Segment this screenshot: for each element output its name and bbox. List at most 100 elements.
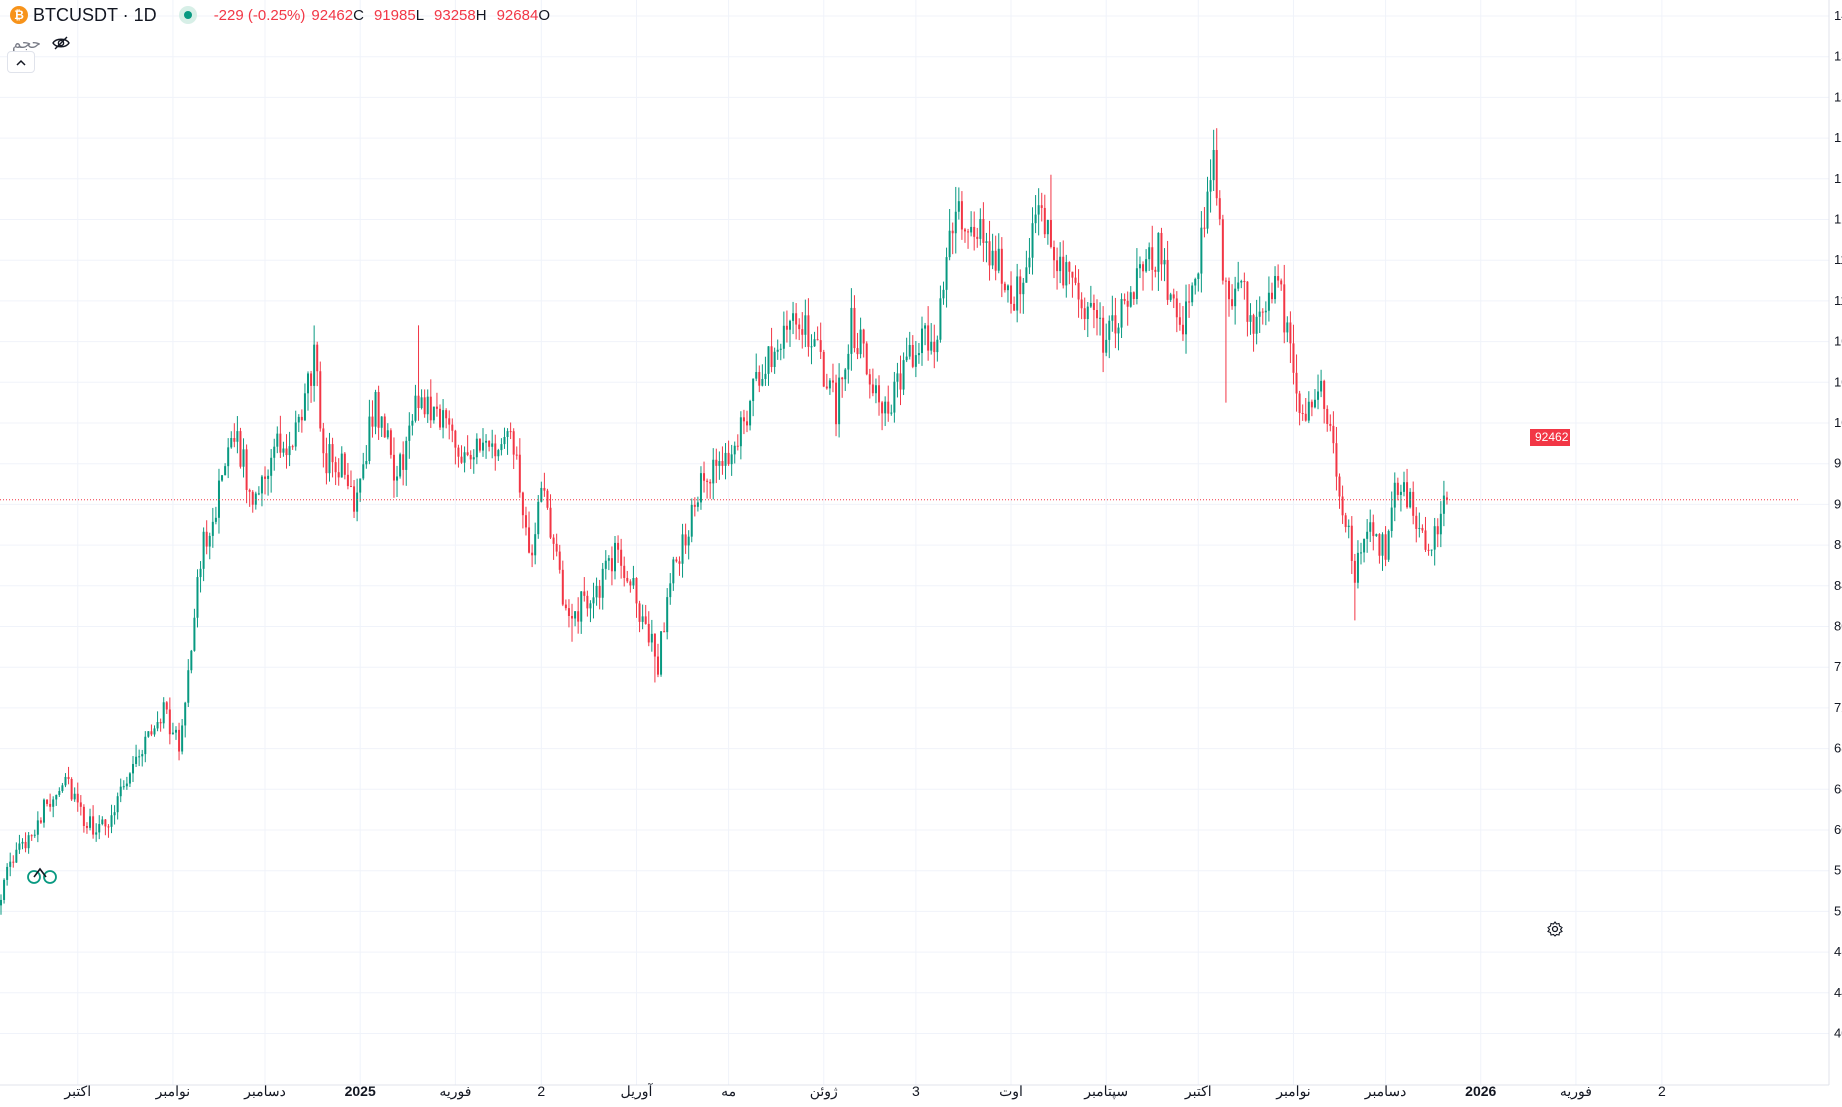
candle-body: [386, 430, 389, 438]
candle-body: [770, 346, 773, 368]
candle-body: [991, 250, 994, 266]
candle-body: [1326, 408, 1329, 424]
candle-body: [1034, 214, 1037, 224]
candle-body: [1320, 380, 1323, 392]
candle: [1375, 533, 1378, 537]
candle-body: [9, 861, 12, 867]
candle-body: [831, 380, 834, 383]
candle-body: [270, 457, 273, 476]
candle-body: [1237, 282, 1240, 289]
candle: [165, 701, 168, 714]
candle: [881, 400, 884, 431]
candle: [1396, 477, 1399, 501]
symbol-title[interactable]: BTCUSDT · 1D: [33, 4, 157, 25]
candle-body: [254, 493, 257, 505]
candle-body: [368, 416, 371, 462]
candle-body: [629, 581, 632, 586]
candle-body: [963, 229, 966, 232]
candle-body: [1194, 278, 1197, 286]
candle: [807, 298, 810, 357]
candle-body: [67, 776, 70, 780]
candle: [524, 506, 527, 536]
candle: [874, 378, 877, 404]
candle: [368, 399, 371, 465]
candle-body: [1154, 269, 1157, 272]
candle: [1363, 538, 1366, 563]
candle-body: [838, 377, 841, 425]
candle: [282, 441, 285, 457]
candle-body: [1178, 317, 1181, 325]
candle: [954, 186, 957, 254]
candle: [1129, 286, 1132, 308]
candle: [1258, 296, 1261, 334]
last-price-label: 92462: [1530, 429, 1570, 446]
candle-body: [644, 616, 647, 624]
candle: [30, 834, 33, 841]
y-axis[interactable]: 140000 136000 132000 128000 124000 120000 1160…: [1834, 8, 1842, 1041]
candle: [337, 458, 340, 486]
x-axis[interactable]: اکتبر نوامبر دسامبر 2025 فوریه 2 آوریل مه ژوئن 3 ا…: [63, 1082, 1666, 1100]
candle: [924, 322, 927, 346]
candle: [1243, 272, 1246, 300]
ohlc-values: -229 (-0.25%) 92462 C 91985 L 93258 H 92…: [214, 7, 560, 24]
candle-body: [1074, 277, 1077, 283]
candle-body: [561, 569, 564, 605]
candle-body: [417, 395, 420, 409]
candle: [521, 491, 524, 529]
candle: [1436, 518, 1439, 548]
candle-body: [902, 360, 905, 390]
candle-body: [706, 480, 709, 482]
candle-body: [936, 339, 939, 353]
candle-body: [1396, 482, 1399, 495]
candle-body: [798, 324, 801, 330]
candle-body: [245, 449, 248, 490]
tradingview-logo-icon[interactable]: [26, 864, 58, 886]
candle-body: [610, 558, 613, 572]
candle-body: [942, 289, 945, 299]
candle-body: [1387, 531, 1390, 560]
candle-body: [110, 815, 113, 827]
candle-body: [589, 603, 592, 609]
candle-body: [21, 841, 24, 844]
candle: [1169, 292, 1172, 302]
candle-body: [251, 491, 254, 505]
candle-body: [389, 430, 392, 455]
candle-body: [1298, 393, 1301, 414]
candle: [61, 782, 64, 793]
candle-body: [6, 866, 9, 880]
candle-body: [896, 373, 899, 382]
candle: [1105, 323, 1108, 357]
x-tick-label: فوریه: [439, 1083, 471, 1100]
candle-body: [595, 585, 598, 598]
candle: [297, 414, 300, 433]
low-value: 91985: [373, 6, 416, 24]
candle-body: [36, 820, 39, 835]
y-tick-label: 88000: [1834, 537, 1842, 552]
candle: [601, 562, 604, 610]
axis-settings-icon[interactable]: [1547, 921, 1563, 937]
candle-body: [1393, 482, 1396, 508]
candle-body: [1138, 264, 1141, 269]
candle: [1307, 391, 1310, 424]
candle: [451, 418, 454, 443]
candle-body: [1347, 525, 1350, 528]
candle-body: [859, 329, 862, 355]
candle: [715, 448, 718, 484]
candle-body: [184, 702, 187, 726]
candle-body: [810, 346, 813, 348]
candle-body: [847, 353, 850, 370]
candle-body: [773, 351, 776, 368]
candle: [1175, 291, 1178, 333]
candle-body: [119, 786, 122, 797]
collapse-legend-button[interactable]: [7, 51, 35, 73]
candle-body: [1356, 552, 1359, 583]
candle: [1178, 302, 1181, 331]
candle: [92, 805, 95, 839]
candle: [343, 451, 346, 480]
eye-crossed-icon[interactable]: [51, 35, 71, 51]
candle: [1077, 269, 1080, 318]
candle: [561, 560, 564, 607]
candle-body: [1065, 262, 1068, 286]
candle-body: [1185, 301, 1188, 335]
